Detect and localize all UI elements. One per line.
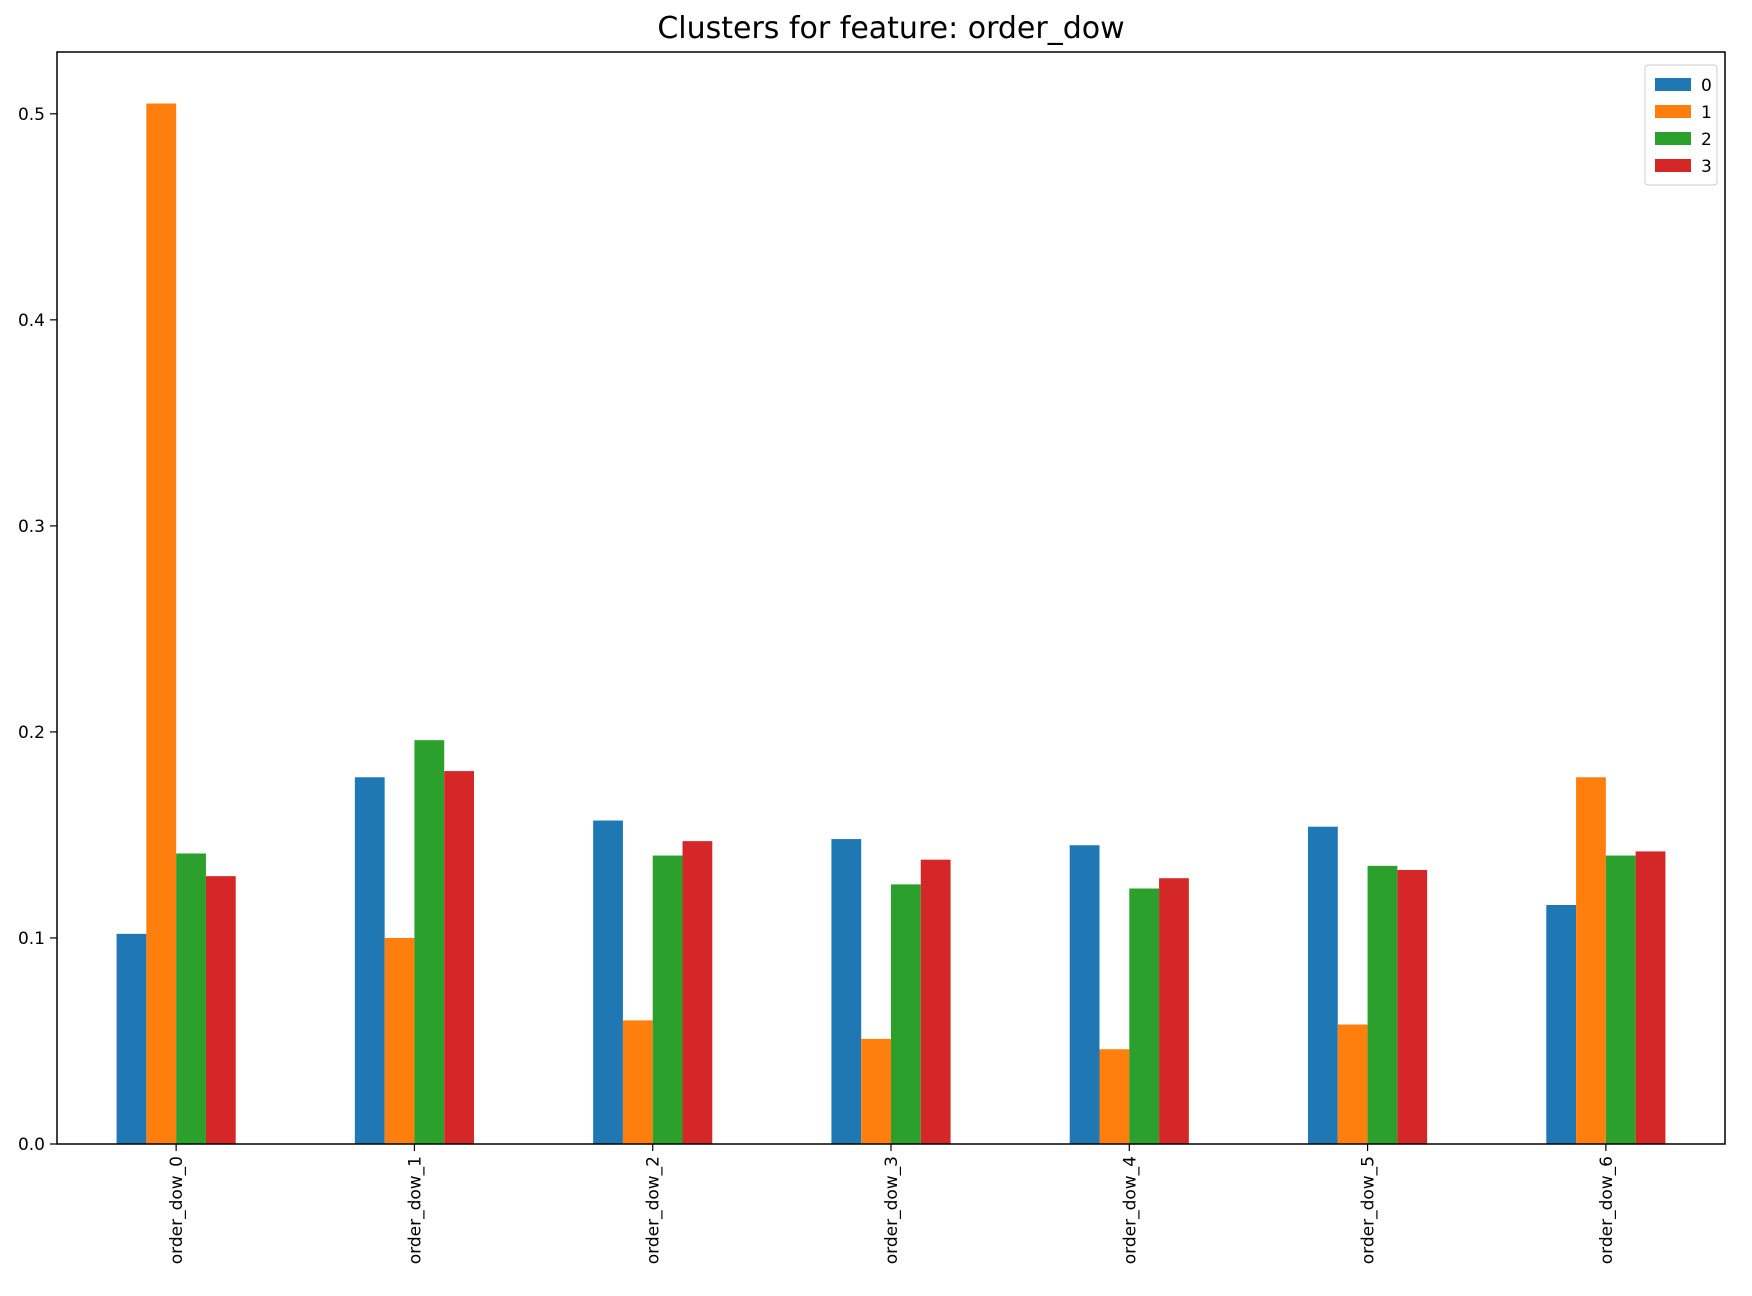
bars-group (116, 103, 1666, 1145)
bar-order_dow_5-series-0 (1308, 826, 1338, 1144)
bar-order_dow_3-series-2 (891, 884, 921, 1144)
bar-order_dow_1-series-3 (444, 771, 474, 1144)
bar-order_dow_2-series-2 (652, 855, 683, 1144)
legend-label-3: 3 (1701, 157, 1712, 177)
y-tick-label: 0.5 (18, 105, 45, 125)
bar-order_dow_0-series-2 (176, 853, 206, 1144)
legend-label-1: 1 (1701, 103, 1712, 123)
bar-order_dow_6-series-3 (1635, 851, 1666, 1144)
y-axis: 0.0 0.1 0.2 0.3 0.4 0.5 (18, 105, 57, 1155)
x-axis: order_dow_0 order_dow_1 order_dow_2 order_d… (167, 1144, 1617, 1264)
legend-label-2: 2 (1701, 130, 1712, 150)
bar-order_dow_6-series-1 (1576, 777, 1606, 1144)
legend-swatch-0 (1655, 78, 1691, 91)
chart-title: Clusters for feature: order_dow (657, 11, 1124, 46)
legend-swatch-2 (1655, 132, 1691, 145)
bar-order_dow_1-series-0 (354, 777, 385, 1144)
y-tick-label: 0.4 (18, 311, 45, 331)
x-tick-label: order_dow_3 (882, 1156, 902, 1264)
legend-swatch-1 (1655, 105, 1691, 118)
bar-order_dow_3-series-3 (920, 859, 951, 1144)
x-tick-label: order_dow_4 (1120, 1156, 1140, 1264)
y-tick-label: 0.2 (18, 723, 45, 743)
bar-order_dow_6-series-0 (1546, 904, 1577, 1144)
y-tick-label: 0.1 (18, 929, 45, 949)
bar-order_dow_4-series-1 (1099, 1049, 1130, 1144)
bar-order_dow_0-series-0 (116, 933, 147, 1144)
x-tick-label: order_dow_5 (1359, 1156, 1379, 1264)
x-tick-label: order_dow_0 (167, 1156, 187, 1264)
bar-order_dow_3-series-0 (831, 839, 862, 1144)
legend-label-0: 0 (1701, 76, 1712, 96)
bar-order_dow_3-series-1 (861, 1038, 891, 1144)
bar-order_dow_4-series-3 (1159, 878, 1189, 1144)
bar-order_dow_5-series-2 (1367, 865, 1398, 1144)
legend: 0 1 2 3 (1644, 64, 1718, 186)
bar-order_dow_4-series-2 (1129, 888, 1160, 1144)
y-tick-label: 0.3 (18, 517, 45, 537)
bar-order_dow_1-series-2 (414, 740, 445, 1144)
bar-order_dow_6-series-2 (1605, 855, 1636, 1144)
legend-box (1644, 64, 1718, 186)
bar-order_dow_2-series-1 (622, 1020, 653, 1144)
bar-order_dow_0-series-3 (205, 876, 236, 1144)
y-tick-label: 0.0 (18, 1135, 45, 1155)
bar-order_dow_5-series-3 (1397, 869, 1428, 1144)
bar-order_dow_0-series-1 (146, 103, 177, 1145)
x-tick-label: order_dow_2 (644, 1156, 664, 1264)
x-tick-label: order_dow_1 (405, 1156, 425, 1264)
bar-order_dow_2-series-0 (593, 820, 623, 1144)
bar-order_dow_5-series-1 (1337, 1024, 1368, 1144)
bar-order_dow_4-series-0 (1069, 845, 1100, 1144)
legend-swatch-3 (1655, 159, 1691, 172)
bar-order_dow_1-series-1 (384, 937, 415, 1144)
x-tick-label: order_dow_6 (1597, 1156, 1617, 1264)
bar-order_dow_2-series-3 (682, 841, 713, 1144)
